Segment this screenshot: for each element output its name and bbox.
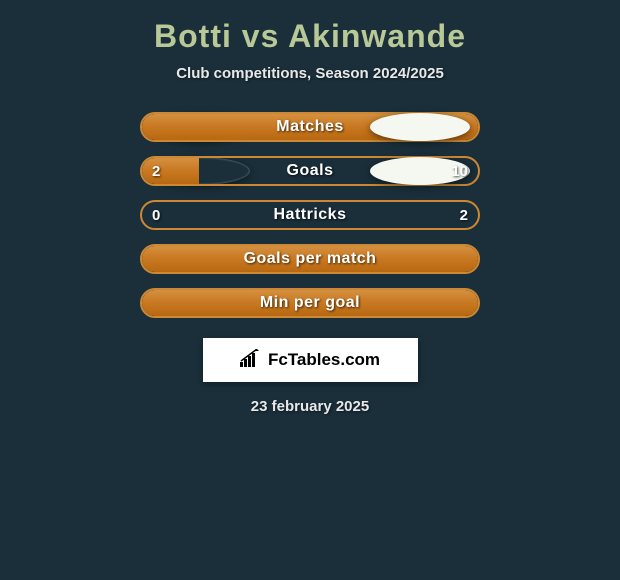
stat-value-right: 10 bbox=[451, 163, 468, 180]
stat-bar: 0Hattricks2 bbox=[140, 200, 480, 230]
stat-label: Matches bbox=[142, 118, 478, 136]
stat-bar: Goals per match bbox=[140, 244, 480, 274]
logo-text: FcTables.com bbox=[268, 350, 380, 370]
comparison-title: Botti vs Akinwande bbox=[154, 18, 466, 55]
date-label: 23 february 2025 bbox=[251, 398, 369, 415]
season-subtitle: Club competitions, Season 2024/2025 bbox=[176, 65, 444, 82]
stat-label: Goals bbox=[142, 162, 478, 180]
chart-icon bbox=[240, 349, 262, 372]
stat-label: Hattricks bbox=[142, 206, 478, 224]
stat-row: 2Goals10 bbox=[140, 156, 480, 186]
stat-row: Matches bbox=[140, 112, 480, 142]
stat-row: Min per goal bbox=[140, 288, 480, 318]
stat-row: Goals per match bbox=[140, 244, 480, 274]
stat-label: Min per goal bbox=[142, 294, 478, 312]
stat-rows-container: Matches2Goals100Hattricks2Goals per matc… bbox=[140, 112, 480, 332]
stat-row: 0Hattricks2 bbox=[140, 200, 480, 230]
logo-box: FcTables.com bbox=[203, 338, 418, 382]
stat-value-right: 2 bbox=[460, 207, 468, 224]
main-container: Botti vs Akinwande Club competitions, Se… bbox=[0, 0, 620, 425]
stat-bar: Min per goal bbox=[140, 288, 480, 318]
stat-label: Goals per match bbox=[142, 250, 478, 268]
